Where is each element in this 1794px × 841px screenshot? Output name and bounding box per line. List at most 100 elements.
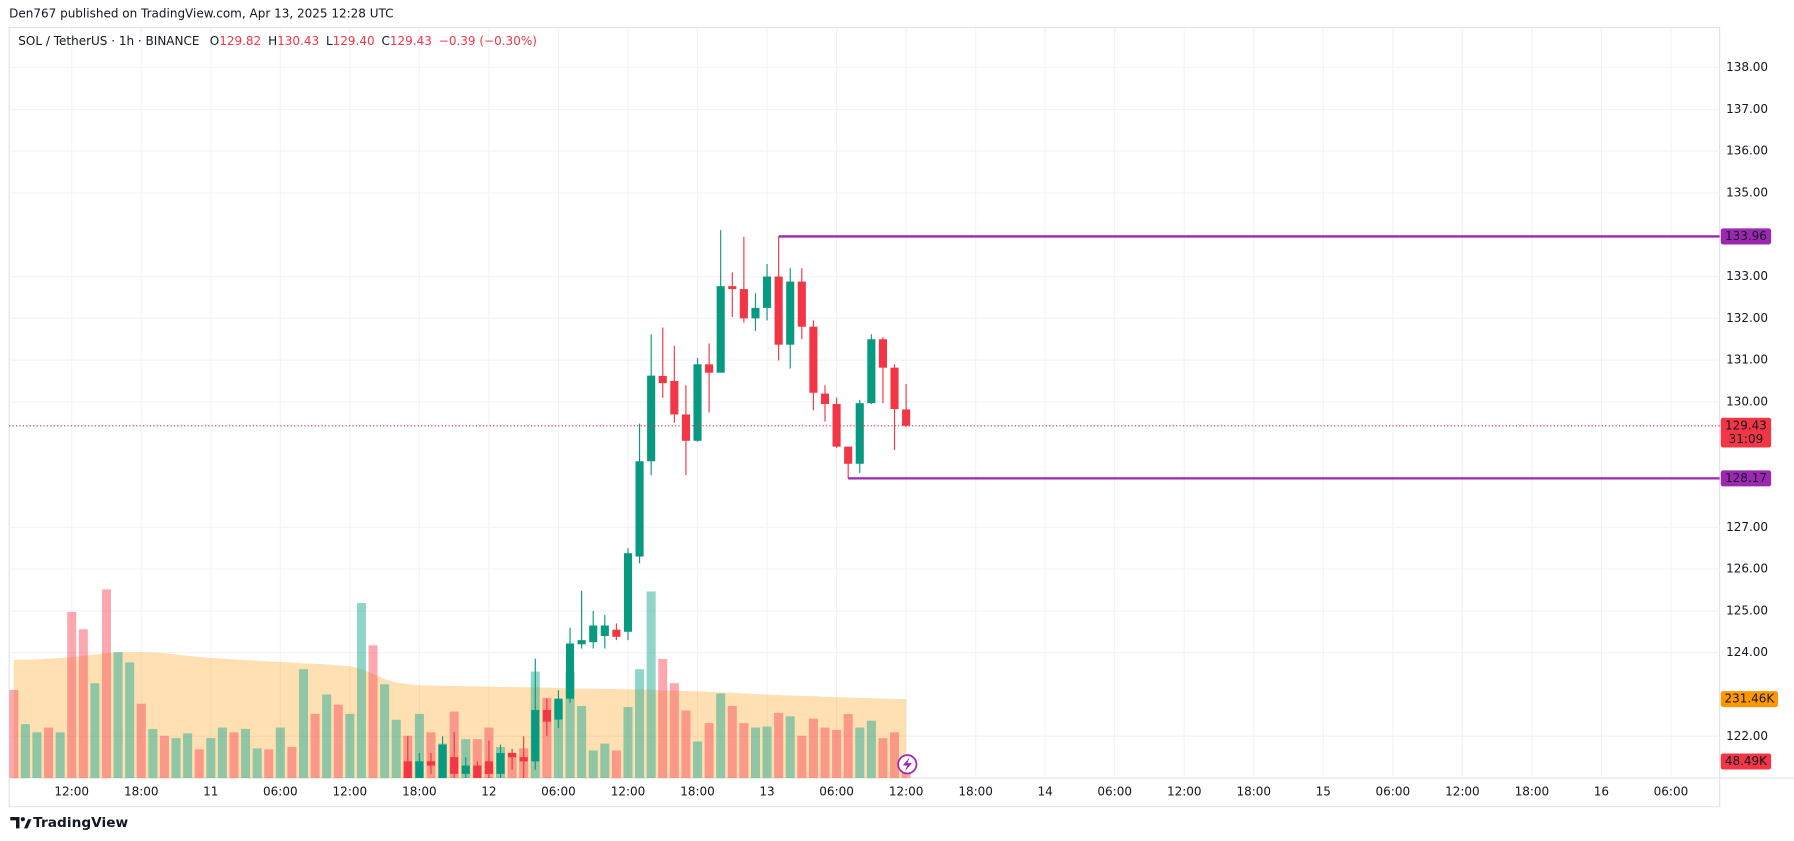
x-tick-label: 18:00 [1236,784,1271,798]
volume-layer [9,589,911,779]
volume-bar [183,733,193,779]
candle-body [774,276,783,345]
volume-bar [611,750,621,779]
volume-bar [878,738,888,779]
volume-bar [322,694,332,779]
y-tick-label: 130.00 [1726,394,1768,408]
x-tick-label: 18:00 [680,784,715,798]
volume-bar [820,727,830,779]
level-label-bg [1720,470,1772,487]
x-tick-label: 06:00 [541,784,576,798]
logo-mark [10,816,20,829]
volume-bar [217,727,227,779]
y-tick-label: 135.00 [1726,185,1768,199]
legend-value: 129.43 [390,34,432,48]
volume-label: 48.49K [1725,754,1768,768]
volume-bar [750,727,760,779]
candle-body [762,276,772,308]
candle-body [693,364,702,441]
volume-bar [414,713,424,779]
volume-label-bg [1720,753,1772,770]
volume-bar [866,720,876,779]
volume-bar [762,726,772,779]
x-tick-label: 16 [1594,784,1609,798]
volume-bar [681,710,691,779]
candle-body [670,381,679,415]
candle-body [786,281,795,345]
volume-bar [298,669,309,779]
x-tick-label: 15 [1316,784,1331,798]
volume-bar [391,719,401,779]
volume-bar [380,684,390,779]
candle-body [635,461,644,557]
candle-body [623,553,633,632]
legend-key: O [210,34,219,48]
y-tick-label: 131.00 [1726,353,1768,367]
volume-bar [90,683,100,779]
x-tick-label: 13 [759,784,774,798]
candle-body [531,709,540,762]
y-tick-label: 136.00 [1726,144,1768,158]
candle-body [751,307,760,319]
header-title: Den767 published on TradingView.com, Apr… [9,6,393,20]
candle-body [658,376,667,384]
candle-body [508,752,517,758]
status-icon [897,754,918,775]
candle-body [542,709,551,722]
volume-bar [125,662,135,779]
x-tick-label: 06:00 [1097,784,1132,798]
legend-value: 129.82 [219,34,261,48]
y-tick-label: 137.00 [1726,102,1768,116]
countdown-label: 31:09 [1729,432,1764,446]
x-tick-label: 12:00 [1167,784,1202,798]
legend-value: 129.40 [333,34,375,48]
level-label: 128.17 [1725,471,1767,485]
volume-bar [785,716,795,779]
volume-bar [577,706,587,779]
candle-body [612,629,621,637]
candle-layer [403,230,911,779]
candle-body [681,414,690,441]
volume-bar [808,718,818,779]
candle-body [519,757,528,762]
legend-key: L [326,34,333,48]
volume-bar [704,723,714,779]
last-price-label: 129.43 [1725,418,1767,432]
candle-body [728,286,737,290]
volume-bar [55,732,65,779]
volume-bar [542,697,552,779]
volume-bar [333,704,343,779]
x-tick-label: 12:00 [1445,784,1480,798]
candle-body [473,765,482,779]
volume-bar [229,732,239,779]
candle-body [403,761,412,779]
volume-bar [101,589,112,779]
volume-bar [669,683,679,779]
x-tick-label: 14 [1038,784,1053,798]
candle-body [739,289,748,319]
logo-dot [20,817,25,822]
candle-body [426,761,436,766]
volume-bar [646,591,656,779]
x-tick-label: 18:00 [958,784,993,798]
volume-bar [310,713,320,779]
overlay-layer: 122.00 124.00 125.00 126.00 127.00 130.00 131.… [9,60,1778,798]
x-tick-label: 12:00 [889,784,924,798]
x-tick-label: 06:00 [263,784,298,798]
grid [9,27,1720,779]
y-tick-label: 133.00 [1726,269,1768,283]
volume-bar [553,700,563,779]
y-tick-label: 132.00 [1726,311,1768,325]
volume-bar [194,749,204,779]
volume-bar [148,728,158,779]
volume-bar [345,713,355,779]
candle-body [600,625,609,636]
candle-body [867,339,876,404]
icon-bolt [902,757,912,772]
y-tick-label: 125.00 [1726,603,1768,617]
y-tick-label: 127.00 [1726,520,1768,534]
x-tick-label: 18:00 [402,784,437,798]
candle-body [809,326,818,393]
legend: SOL / TetherUS · 1h · BINANCE O129.82 H130… [18,34,537,48]
candle-body [705,364,714,373]
